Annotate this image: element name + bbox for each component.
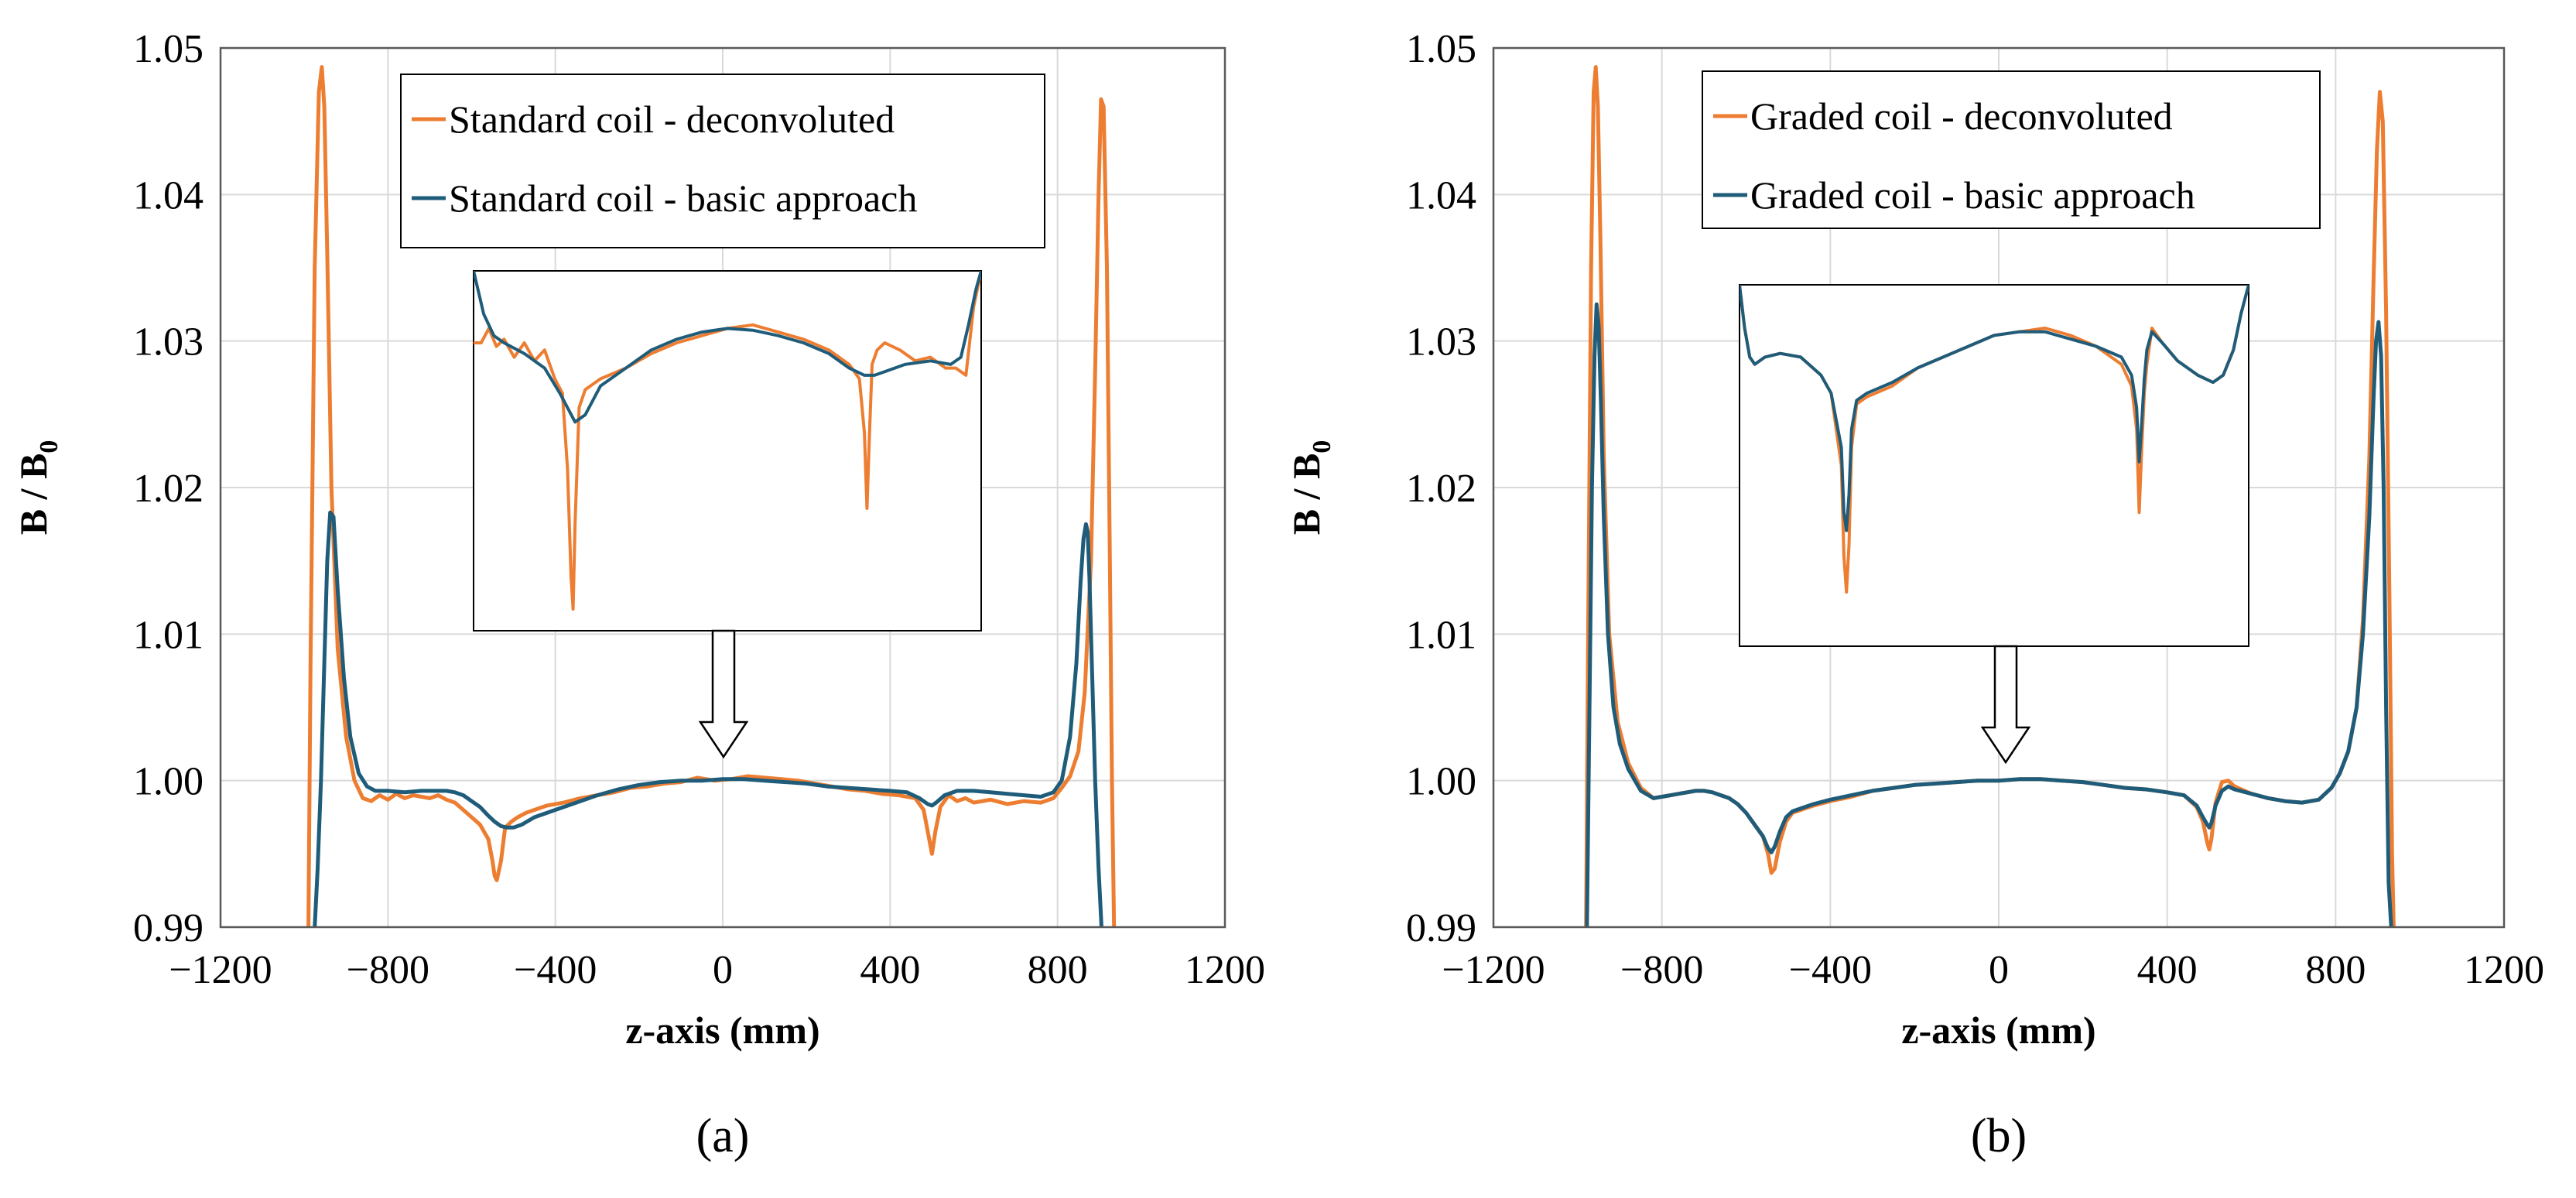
x-tick-label: −1200 [169, 948, 272, 992]
y-tick-label: 1.05 [133, 27, 204, 71]
inset-line-basic-approach [474, 271, 981, 424]
y-axis-title-subscript: 0 [35, 440, 63, 454]
x-tick-label: −800 [347, 948, 429, 992]
y-axis-title-main: B / B [12, 454, 55, 536]
x-tick-label: −400 [514, 948, 597, 992]
x-tick-label: −1200 [1442, 948, 1545, 992]
x-tick-label: 400 [2137, 948, 2198, 992]
x-tick-label: −800 [1620, 948, 1703, 992]
legend-box [1702, 70, 2321, 229]
panel-label: (a) [696, 1110, 750, 1162]
inset-box [1739, 284, 2249, 647]
inset-series-group [474, 271, 981, 611]
plot-area-frame [1492, 46, 2506, 929]
y-tick-label: 1.01 [133, 613, 204, 657]
y-tick-label: 1.04 [133, 173, 204, 217]
y-axis-title-main: B / B [1285, 454, 1328, 536]
y-tick-label: 1.00 [1406, 760, 1476, 804]
x-tick-label: 1200 [1185, 948, 1265, 992]
y-tick-label: 0.99 [1406, 906, 1476, 950]
y-axis-title-subscript: 0 [1308, 440, 1336, 454]
y-tick-label: 0.99 [133, 906, 204, 950]
y-axis-title: B / B0 [1285, 440, 1336, 536]
panel-label: (b) [1971, 1110, 2027, 1162]
y-tick-label: 1.02 [133, 467, 204, 511]
y-tick-label: 1.05 [1406, 27, 1476, 71]
legend-box [400, 74, 1045, 248]
inset-series-group [1740, 285, 2249, 594]
x-tick-label: −400 [1789, 948, 1872, 992]
y-tick-label: 1.03 [1406, 320, 1476, 365]
zoom-arrow-icon [1980, 645, 2031, 765]
x-axis-title: z-axis (mm) [1901, 1008, 2095, 1052]
chart-panel-a: −1200 −800 −400 0 400 800 1200 0.99 1.00 1.01 1.02… [12, 27, 1265, 1162]
y-tick-label: 1.03 [133, 320, 204, 365]
zoom-inset [473, 270, 982, 632]
x-axis-title: z-axis (mm) [625, 1008, 819, 1052]
series-group [306, 65, 1117, 927]
y-tick-label: 1.00 [133, 760, 204, 804]
legend-label-basic-approach: Graded coil - basic approach [1750, 173, 2195, 217]
legend-label-deconvoluted: Graded coil - deconvoluted [1750, 94, 2173, 138]
legend-label-basic-approach: Standard coil - basic approach [449, 176, 917, 220]
x-tick-label: 0 [713, 948, 733, 992]
zoom-arrow-icon [698, 629, 749, 759]
plot-area-frame [219, 46, 1226, 929]
zoom-inset [1739, 284, 2249, 647]
series-line-deconvoluted [306, 65, 1117, 927]
x-tick-label: 800 [1028, 948, 1088, 992]
y-tick-label: 1.01 [1406, 613, 1476, 657]
series-group [1584, 65, 2396, 927]
inset-line-basic-approach [1740, 285, 2249, 532]
series-line-basic-approach [313, 510, 1103, 927]
legend-label-deconvoluted: Standard coil - deconvoluted [449, 98, 895, 141]
x-tick-label: 0 [1989, 948, 2009, 992]
chart-panel-b: −1200 −800 −400 0 400 800 1200 0.99 1.00 1.01 1.02… [1285, 27, 2544, 1162]
x-tick-label: 1200 [2464, 948, 2544, 992]
legend: Standard coil - deconvoluted Standard coi… [400, 74, 1045, 248]
x-tick-label: 400 [860, 948, 920, 992]
legend: Graded coil - deconvoluted Graded coil - … [1702, 70, 2321, 229]
series-line-basic-approach [1585, 302, 2393, 927]
inset-box [473, 270, 982, 632]
y-axis-title: B / B0 [12, 440, 63, 536]
y-tick-label: 1.02 [1406, 467, 1476, 511]
x-tick-label: 800 [2305, 948, 2366, 992]
y-tick-label: 1.04 [1406, 173, 1476, 217]
